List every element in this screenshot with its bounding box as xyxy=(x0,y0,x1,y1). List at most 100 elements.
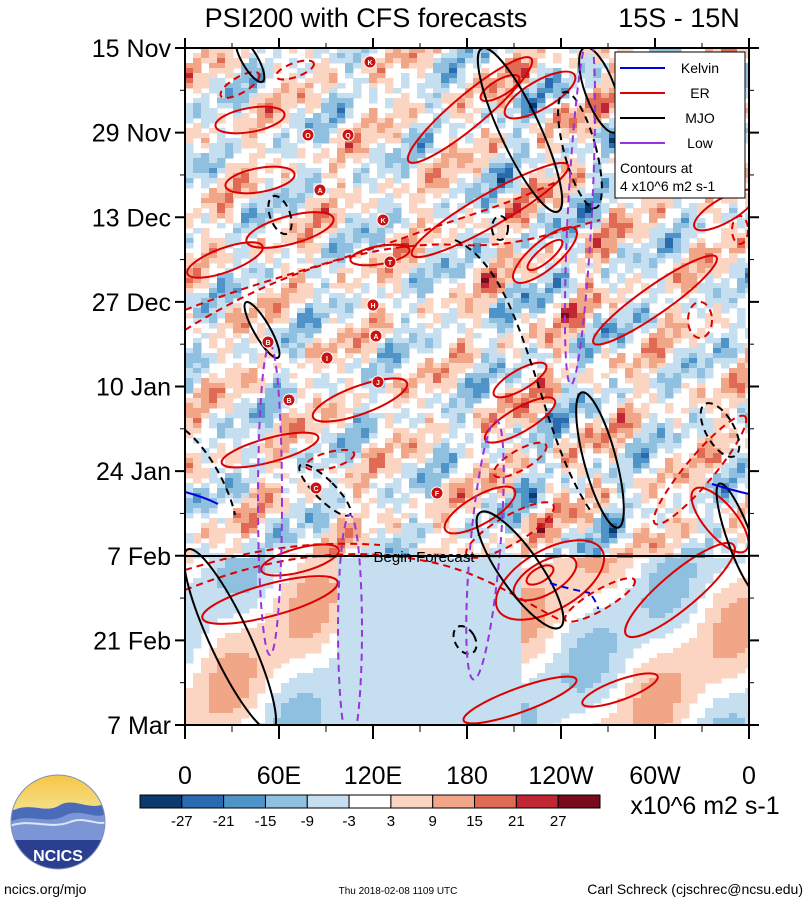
heat-cell xyxy=(249,488,258,494)
heat-cell xyxy=(673,223,682,229)
heat-cell xyxy=(377,238,386,244)
heat-cell xyxy=(329,318,338,324)
heat-cell xyxy=(489,193,498,199)
heat-cell xyxy=(465,263,474,269)
heat-cell xyxy=(297,293,306,299)
heat-cell xyxy=(641,348,650,354)
heat-cell xyxy=(313,118,322,124)
heat-cell xyxy=(369,463,378,469)
heat-cell xyxy=(625,468,634,474)
heat-cell xyxy=(601,503,610,509)
heat-cell xyxy=(353,483,362,489)
heat-cell xyxy=(377,163,386,169)
heat-cell xyxy=(713,288,722,294)
heat-cell xyxy=(449,153,458,159)
heat-cell xyxy=(201,458,210,464)
heat-cell xyxy=(481,73,490,79)
heat-cell xyxy=(433,463,442,469)
heat-cell xyxy=(593,123,602,129)
heat-cell xyxy=(241,513,250,519)
heat-cell xyxy=(497,473,506,479)
heat-cell xyxy=(193,398,202,404)
heat-cell xyxy=(185,238,194,244)
heat-cell xyxy=(569,253,578,259)
heat-cell xyxy=(449,503,458,509)
heat-cell xyxy=(545,148,554,154)
heat-cell xyxy=(729,483,738,489)
heat-cell xyxy=(425,188,434,194)
heat-cell xyxy=(393,358,402,364)
heat-cell xyxy=(489,293,498,299)
heat-cell xyxy=(441,403,450,409)
heat-cell xyxy=(601,233,610,239)
heat-cell xyxy=(673,358,682,364)
heat-cell xyxy=(433,453,442,459)
heat-cell xyxy=(553,188,562,194)
heat-cell xyxy=(233,98,242,104)
heat-cell xyxy=(585,408,594,414)
heat-cell xyxy=(257,408,266,414)
heat-cell xyxy=(601,178,610,184)
heat-cell xyxy=(489,78,498,84)
heat-cell xyxy=(273,63,282,69)
heat-cell xyxy=(265,98,274,104)
heat-cell xyxy=(649,288,658,294)
heat-cell xyxy=(433,423,442,429)
heat-cell xyxy=(737,368,746,374)
heat-cell xyxy=(633,368,642,374)
heat-cell xyxy=(409,228,418,234)
heat-cell xyxy=(457,323,466,329)
heat-cell xyxy=(601,278,610,284)
heat-cell xyxy=(537,383,546,389)
heat-cell xyxy=(561,143,570,149)
heat-cell xyxy=(249,198,258,204)
heat-cell xyxy=(265,468,274,474)
heat-cell xyxy=(609,363,618,369)
heat-cell xyxy=(689,373,698,379)
heat-cell xyxy=(361,408,370,414)
heat-cell xyxy=(297,433,306,439)
heat-cell xyxy=(481,378,490,384)
heat-cell xyxy=(209,58,218,64)
heat-cell xyxy=(385,293,394,299)
heat-cell xyxy=(641,203,650,209)
heat-cell xyxy=(457,453,466,459)
heat-cell xyxy=(193,488,202,494)
heat-cell xyxy=(625,403,634,409)
heat-cell xyxy=(505,108,514,114)
heat-cell xyxy=(369,118,378,124)
heat-cell xyxy=(489,503,498,509)
heat-cell xyxy=(385,468,394,474)
heat-cell xyxy=(585,323,594,329)
heat-cell xyxy=(417,268,426,274)
heat-cell xyxy=(289,478,298,484)
heat-cell xyxy=(257,278,266,284)
heat-cell xyxy=(521,48,530,54)
heat-cell xyxy=(745,53,749,59)
heat-cell xyxy=(529,333,538,339)
heat-cell xyxy=(529,433,538,439)
heat-cell xyxy=(433,228,442,234)
heat-cell xyxy=(321,383,330,389)
heat-cell xyxy=(257,143,266,149)
heat-cell xyxy=(641,433,650,439)
heat-cell xyxy=(233,523,242,529)
heat-cell xyxy=(393,343,402,349)
heat-cell xyxy=(409,438,418,444)
heat-cell xyxy=(513,283,522,289)
heat-cell xyxy=(729,338,738,344)
heat-cell xyxy=(489,258,498,264)
heat-cell xyxy=(297,93,306,99)
heat-cell xyxy=(633,228,642,234)
heat-cell xyxy=(305,188,314,194)
heat-cell xyxy=(329,383,338,389)
heat-cell xyxy=(297,258,306,264)
heat-cell xyxy=(601,388,610,394)
heat-cell xyxy=(257,238,266,244)
heat-cell xyxy=(241,433,250,439)
heat-cell xyxy=(729,248,738,254)
heat-cell xyxy=(321,503,330,509)
heat-cell xyxy=(713,248,722,254)
heat-cell xyxy=(473,468,482,474)
heat-cell xyxy=(633,388,642,394)
